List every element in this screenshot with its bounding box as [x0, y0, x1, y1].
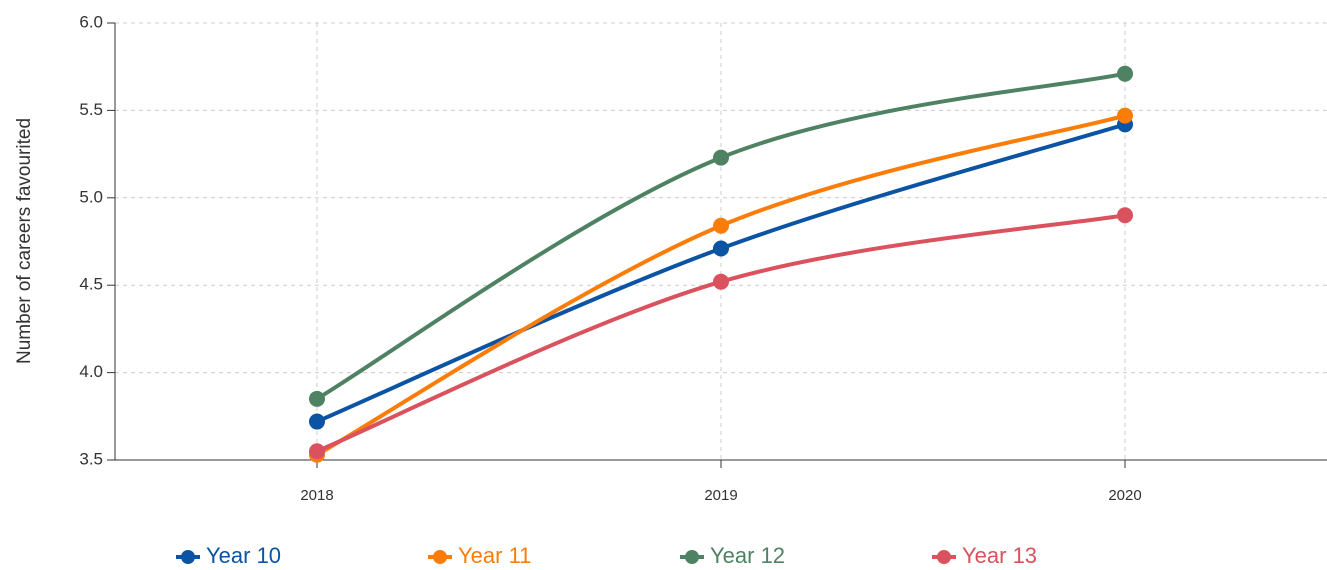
legend-label: Year 13 [962, 543, 1037, 568]
data-point [713, 217, 729, 234]
y-tick-label: 5.5 [79, 100, 103, 119]
data-point [309, 390, 325, 407]
legend-label: Year 10 [206, 543, 281, 568]
y-tick-label: 4.0 [79, 362, 103, 381]
legend-label: Year 11 [458, 543, 531, 568]
y-tick-label: 5.0 [79, 187, 103, 206]
data-point [1117, 207, 1133, 224]
data-point [1117, 65, 1133, 82]
y-tick-label: 6.0 [79, 12, 103, 31]
data-point [713, 240, 729, 257]
legend-swatch [937, 550, 951, 564]
data-point [1117, 107, 1133, 124]
data-point [713, 273, 729, 290]
legend-swatch [181, 550, 195, 564]
y-axis-label: Number of careers favourited [14, 118, 35, 364]
y-tick-label: 4.5 [79, 275, 103, 294]
data-point [309, 413, 325, 430]
legend-label: Year 12 [710, 543, 785, 568]
x-tick-label: 2018 [300, 487, 333, 504]
x-tick-label: 2019 [704, 487, 737, 504]
legend-swatch [685, 550, 699, 564]
x-tick-label: 2020 [1108, 487, 1141, 504]
data-point [713, 149, 729, 166]
y-tick-label: 3.5 [79, 449, 103, 468]
legend-swatch [433, 550, 447, 564]
data-point [309, 443, 325, 460]
